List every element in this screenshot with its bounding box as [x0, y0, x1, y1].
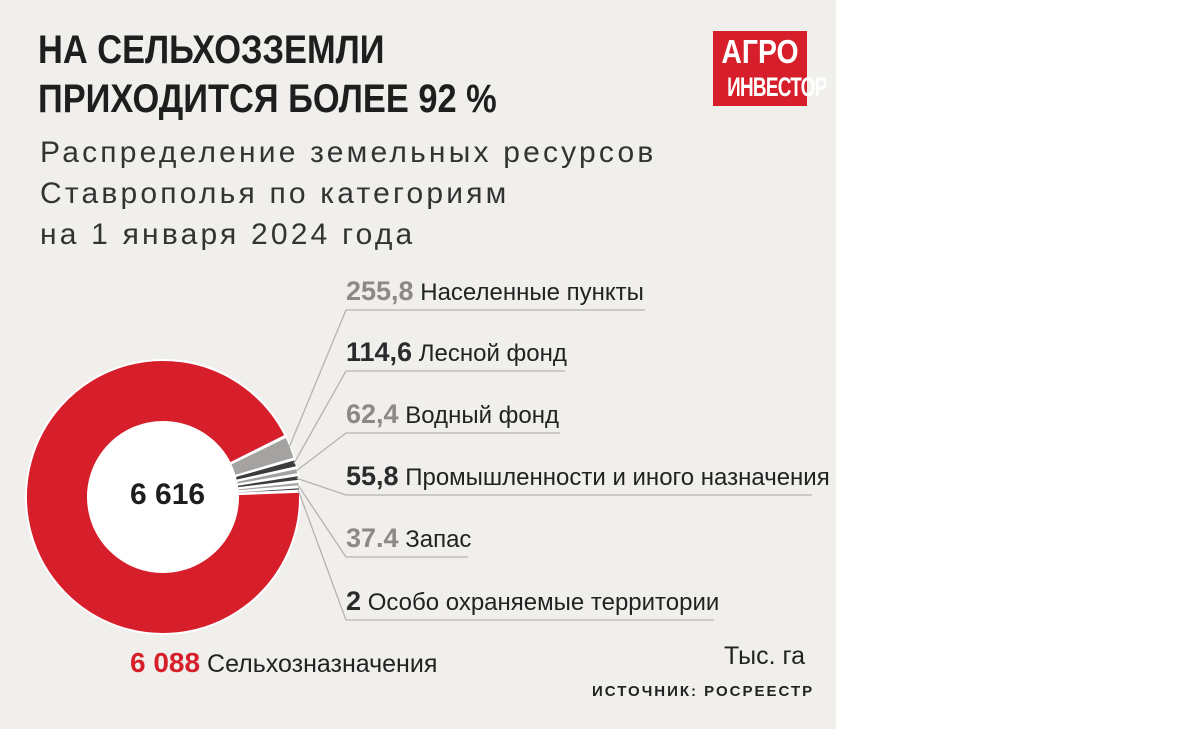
- slice-name-3: Водный фонд: [398, 402, 559, 429]
- subtitle-line-1: Распределение земельных ресурсов: [40, 136, 657, 169]
- slice-value-5: 37.4: [346, 523, 399, 553]
- slice-value-main: 6 088: [130, 647, 201, 678]
- donut-hole: [89, 423, 237, 571]
- leader-line-5: [296, 483, 347, 558]
- slice-name-5: Запас: [398, 526, 472, 553]
- slice-label-4: 55,8 Промышленности и иного назначения: [346, 461, 830, 492]
- unit-label: Тыс. га: [724, 642, 806, 670]
- donut-slice-1: [229, 435, 296, 477]
- chart-title: НА СЕЛЬХОЗЗЕМЛИ ПРИХОДИТСЯ БОЛЕЕ 92 %: [38, 26, 497, 124]
- donut-slice-5: [236, 481, 301, 492]
- slice-value-1: 255,8: [346, 276, 414, 306]
- slice-label-5: 37.4 Запас: [346, 523, 471, 554]
- subtitle-line-2: Ставрополья по категориям: [40, 177, 510, 210]
- slice-name-main: Сельхозназначения: [207, 650, 438, 678]
- leader-line-3: [295, 432, 347, 472]
- title-line-2: ПРИХОДИТСЯ БОЛЕЕ 92 %: [38, 77, 497, 121]
- slice-label-main: 6 088 Сельхозназначения: [130, 647, 437, 679]
- logo-line-1: АГРО: [721, 33, 799, 70]
- slice-label-3: 62,4 Водный фонд: [346, 399, 559, 430]
- slice-label-1: 255,8 Населенные пункты: [346, 276, 644, 307]
- donut-chart: [25, 309, 812, 635]
- leader-line-1: [288, 309, 347, 449]
- source-label: ИСТОЧНИК: РОСРЕЕСТР: [592, 683, 815, 700]
- subtitle-line-3: на 1 января 2024 года: [40, 218, 416, 251]
- slice-name-1: Населенные пункты: [413, 279, 644, 306]
- donut-slice-0: [25, 359, 301, 635]
- leader-line-4: [296, 477, 347, 496]
- slice-name-6: Особо охраняемые территории: [361, 589, 720, 616]
- slice-value-3: 62,4: [346, 399, 399, 429]
- slice-value-6: 2: [346, 586, 362, 616]
- center-total-label: 6 616: [130, 478, 206, 511]
- title-line-1: НА СЕЛЬХОЗЗЕМЛИ: [38, 28, 385, 72]
- donut-slice-4: [236, 474, 300, 489]
- chart-subtitle: Распределение земельных ресурсов Ставроп…: [40, 132, 656, 255]
- slice-label-2: 114,6 Лесной фонд: [346, 337, 567, 368]
- slice-name-4: Промышленности и иного назначения: [398, 464, 830, 491]
- leader-line-6: [297, 488, 347, 621]
- slice-label-6: 2 Особо охраняемые территории: [346, 586, 719, 617]
- leader-line-2: [293, 370, 347, 464]
- slice-value-2: 114,6: [346, 337, 413, 367]
- slice-value-4: 55,8: [346, 461, 399, 491]
- slice-name-2: Лесной фонд: [412, 340, 567, 367]
